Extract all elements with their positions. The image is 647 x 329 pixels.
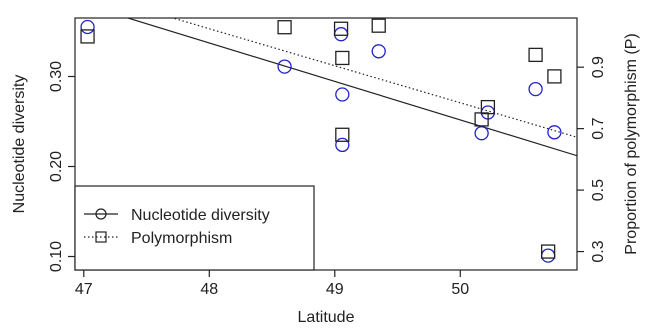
nucleotide-point xyxy=(80,19,95,35)
nucleotide-point xyxy=(277,59,292,74)
nucleotide-fit-line xyxy=(125,18,577,157)
x-tick-label: 47 xyxy=(75,281,93,298)
legend-label-polymorphism: Polymorphism xyxy=(131,230,232,247)
polymorphism-point xyxy=(547,69,562,84)
y-axis-left: 0.10 0.20 0.30 xyxy=(48,61,75,272)
plot-area xyxy=(80,18,577,263)
nucleotide-point xyxy=(528,81,543,97)
y-right-tick-label: 0.5 xyxy=(590,179,607,201)
nucleotide-point xyxy=(474,126,489,141)
nucleotide-point xyxy=(540,248,556,263)
y-right-tick-label: 0.3 xyxy=(590,240,607,262)
nucleotide-point xyxy=(547,125,562,140)
nucleotide-point xyxy=(335,137,350,153)
polymorphism-point xyxy=(333,21,349,36)
y-left-tick-label: 0.10 xyxy=(48,241,65,272)
polymorphism-point xyxy=(540,244,556,259)
legend-box xyxy=(74,185,315,271)
polymorphism-point xyxy=(480,99,496,115)
y-left-tick-label: 0.30 xyxy=(48,61,65,92)
y-right-tick-label: 0.9 xyxy=(590,56,607,78)
polymorphism-point xyxy=(335,127,350,142)
polymorphism-point xyxy=(335,50,350,66)
polymorphism-point xyxy=(277,20,292,35)
nucleotide-point xyxy=(335,87,350,102)
y-axis-left-title: Nucleotide diversity xyxy=(11,75,28,214)
x-tick-label: 48 xyxy=(200,281,218,298)
y-axis-right: 0.3 0.5 0.7 0.9 xyxy=(577,56,607,263)
polymorphism-point xyxy=(371,18,386,33)
legend: Nucleotide diversity Polymorphism xyxy=(74,185,315,271)
nucleotide-point xyxy=(371,44,386,59)
polymorphism-point xyxy=(528,47,543,63)
legend-label-nucleotide: Nucleotide diversity xyxy=(131,207,270,224)
legend-square-marker xyxy=(95,231,107,243)
x-axis-title: Latitude xyxy=(298,309,355,326)
polymorphism-fit-line xyxy=(170,18,577,138)
plot-frame xyxy=(74,17,578,271)
y-left-tick-label: 0.20 xyxy=(48,151,65,182)
x-axis: 47 48 49 50 xyxy=(75,270,469,298)
nucleotide-point xyxy=(333,27,349,42)
polymorphism-point xyxy=(80,29,95,44)
x-tick-label: 50 xyxy=(451,281,469,298)
y-axis-right-title: Proportion of polymorphism (P) xyxy=(623,33,640,254)
legend-circle-marker xyxy=(95,208,107,220)
x-tick-label: 49 xyxy=(326,281,344,298)
y-right-tick-label: 0.7 xyxy=(590,117,607,139)
